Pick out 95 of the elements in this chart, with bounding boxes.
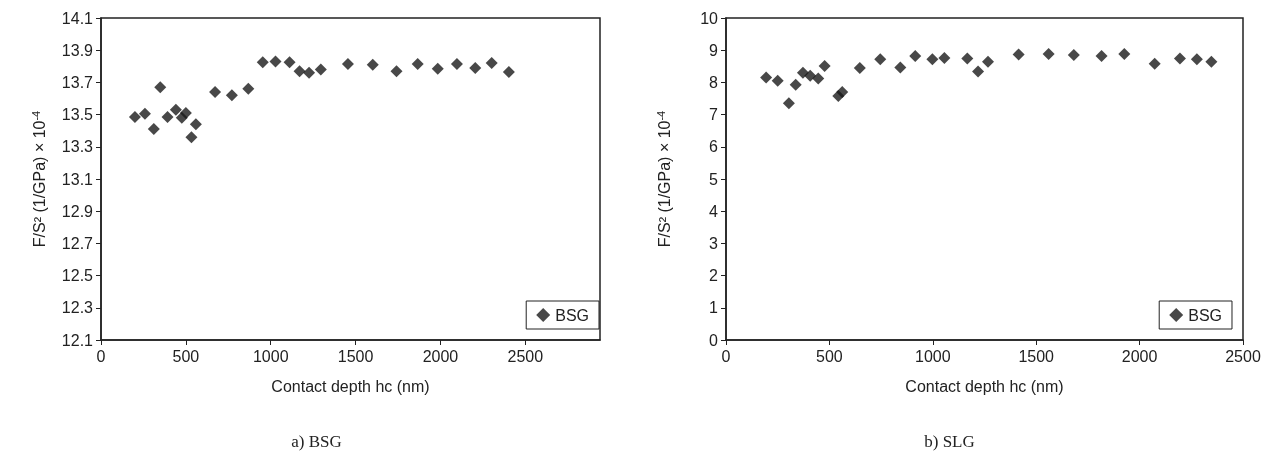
x-axis-title: Contact depth hc (nm): [271, 377, 430, 395]
point: [804, 69, 817, 82]
point: [366, 58, 379, 71]
point: [128, 111, 141, 124]
point: [771, 74, 784, 87]
y-tick-label: 7: [709, 106, 719, 124]
x-tick-label: 1500: [337, 347, 374, 365]
point: [314, 63, 327, 76]
point: [411, 57, 424, 70]
x-tick-label: 1000: [915, 347, 951, 365]
point: [390, 65, 403, 78]
x-tick-label: 0: [96, 347, 106, 365]
y-tick-label: 5: [709, 170, 719, 188]
x-tick-label: 1000: [252, 347, 289, 365]
point: [179, 106, 192, 119]
point: [341, 57, 354, 70]
point: [161, 111, 174, 124]
point: [502, 65, 515, 78]
point: [303, 66, 316, 79]
y-tick-label: 13.1: [61, 170, 94, 188]
point: [431, 62, 444, 75]
point: [189, 118, 202, 131]
y-tick-label: 3: [709, 234, 719, 252]
y-axis-title: F/S² (1/GPa) × 10-4: [29, 110, 48, 248]
point: [853, 61, 866, 74]
point: [1012, 48, 1025, 61]
y-axis-title: F/S² (1/GPa) × 10-4: [654, 110, 673, 248]
point: [818, 59, 831, 72]
x-tick-label: 2500: [507, 347, 544, 365]
point: [283, 56, 296, 69]
point: [154, 81, 167, 94]
point: [1118, 48, 1131, 61]
y-tick-label: 10: [700, 9, 719, 27]
x-tick-label: 500: [816, 347, 843, 365]
point: [469, 61, 482, 74]
point: [894, 61, 907, 74]
point: [242, 82, 255, 95]
y-tick-label: 8: [709, 73, 719, 91]
text: b) SLG: [924, 432, 975, 451]
point: [138, 107, 151, 120]
point: [812, 72, 825, 85]
point: [209, 86, 222, 99]
y-tick-label: 13.9: [61, 41, 94, 59]
y-tick-label: 1: [709, 299, 719, 317]
point: [185, 131, 198, 144]
point: [938, 51, 951, 64]
x-tick-label: 0: [721, 347, 731, 365]
y-tick-label: 12.5: [61, 267, 94, 285]
y-tick-label: 4: [709, 202, 719, 220]
point: [450, 57, 463, 70]
y-tick-label: 13.3: [61, 138, 94, 156]
point: [293, 65, 306, 78]
point: [269, 55, 282, 68]
x-tick-label: 2000: [422, 347, 459, 365]
point: [982, 55, 995, 68]
point: [972, 65, 985, 78]
point: [256, 56, 269, 69]
y-tick-label: 0: [709, 331, 719, 349]
y-tick-label: 13.7: [61, 73, 94, 91]
y-tick-label: 2: [709, 267, 719, 285]
point: [909, 50, 922, 62]
y-tick-label: 6: [709, 138, 719, 156]
x-tick-label: 500: [172, 347, 200, 365]
legend-label: BSG: [555, 306, 590, 324]
legend-label: BSG: [1188, 306, 1223, 324]
point: [1095, 50, 1108, 62]
x-tick-label: 2500: [1225, 347, 1261, 365]
point: [1042, 48, 1055, 61]
y-tick-label: 9: [709, 41, 719, 59]
point: [225, 89, 238, 102]
y-tick-label: 14.1: [61, 9, 94, 27]
y-tick-label: 12.7: [61, 234, 94, 252]
point: [169, 103, 182, 116]
point: [926, 53, 939, 66]
y-tick-label: 12.9: [61, 202, 94, 220]
x-tick-label: 1500: [1018, 347, 1055, 365]
point: [485, 57, 498, 70]
x-tick-label: 2000: [1121, 347, 1158, 365]
text: a) BSG: [291, 432, 342, 451]
point: [1067, 49, 1080, 62]
point: [1190, 53, 1203, 66]
point: [874, 53, 887, 66]
y-tick-label: 13.5: [61, 106, 94, 124]
point: [760, 71, 773, 84]
point: [961, 52, 974, 65]
x-axis-title: Contact depth hc (nm): [905, 377, 1064, 395]
point: [1205, 55, 1218, 68]
y-tick-label: 12.1: [61, 331, 94, 349]
point: [789, 78, 802, 91]
point: [1148, 57, 1161, 70]
y-tick-label: 12.3: [61, 299, 94, 317]
point: [147, 123, 160, 136]
point: [1173, 52, 1186, 65]
point: [782, 97, 795, 110]
point: [836, 86, 849, 99]
